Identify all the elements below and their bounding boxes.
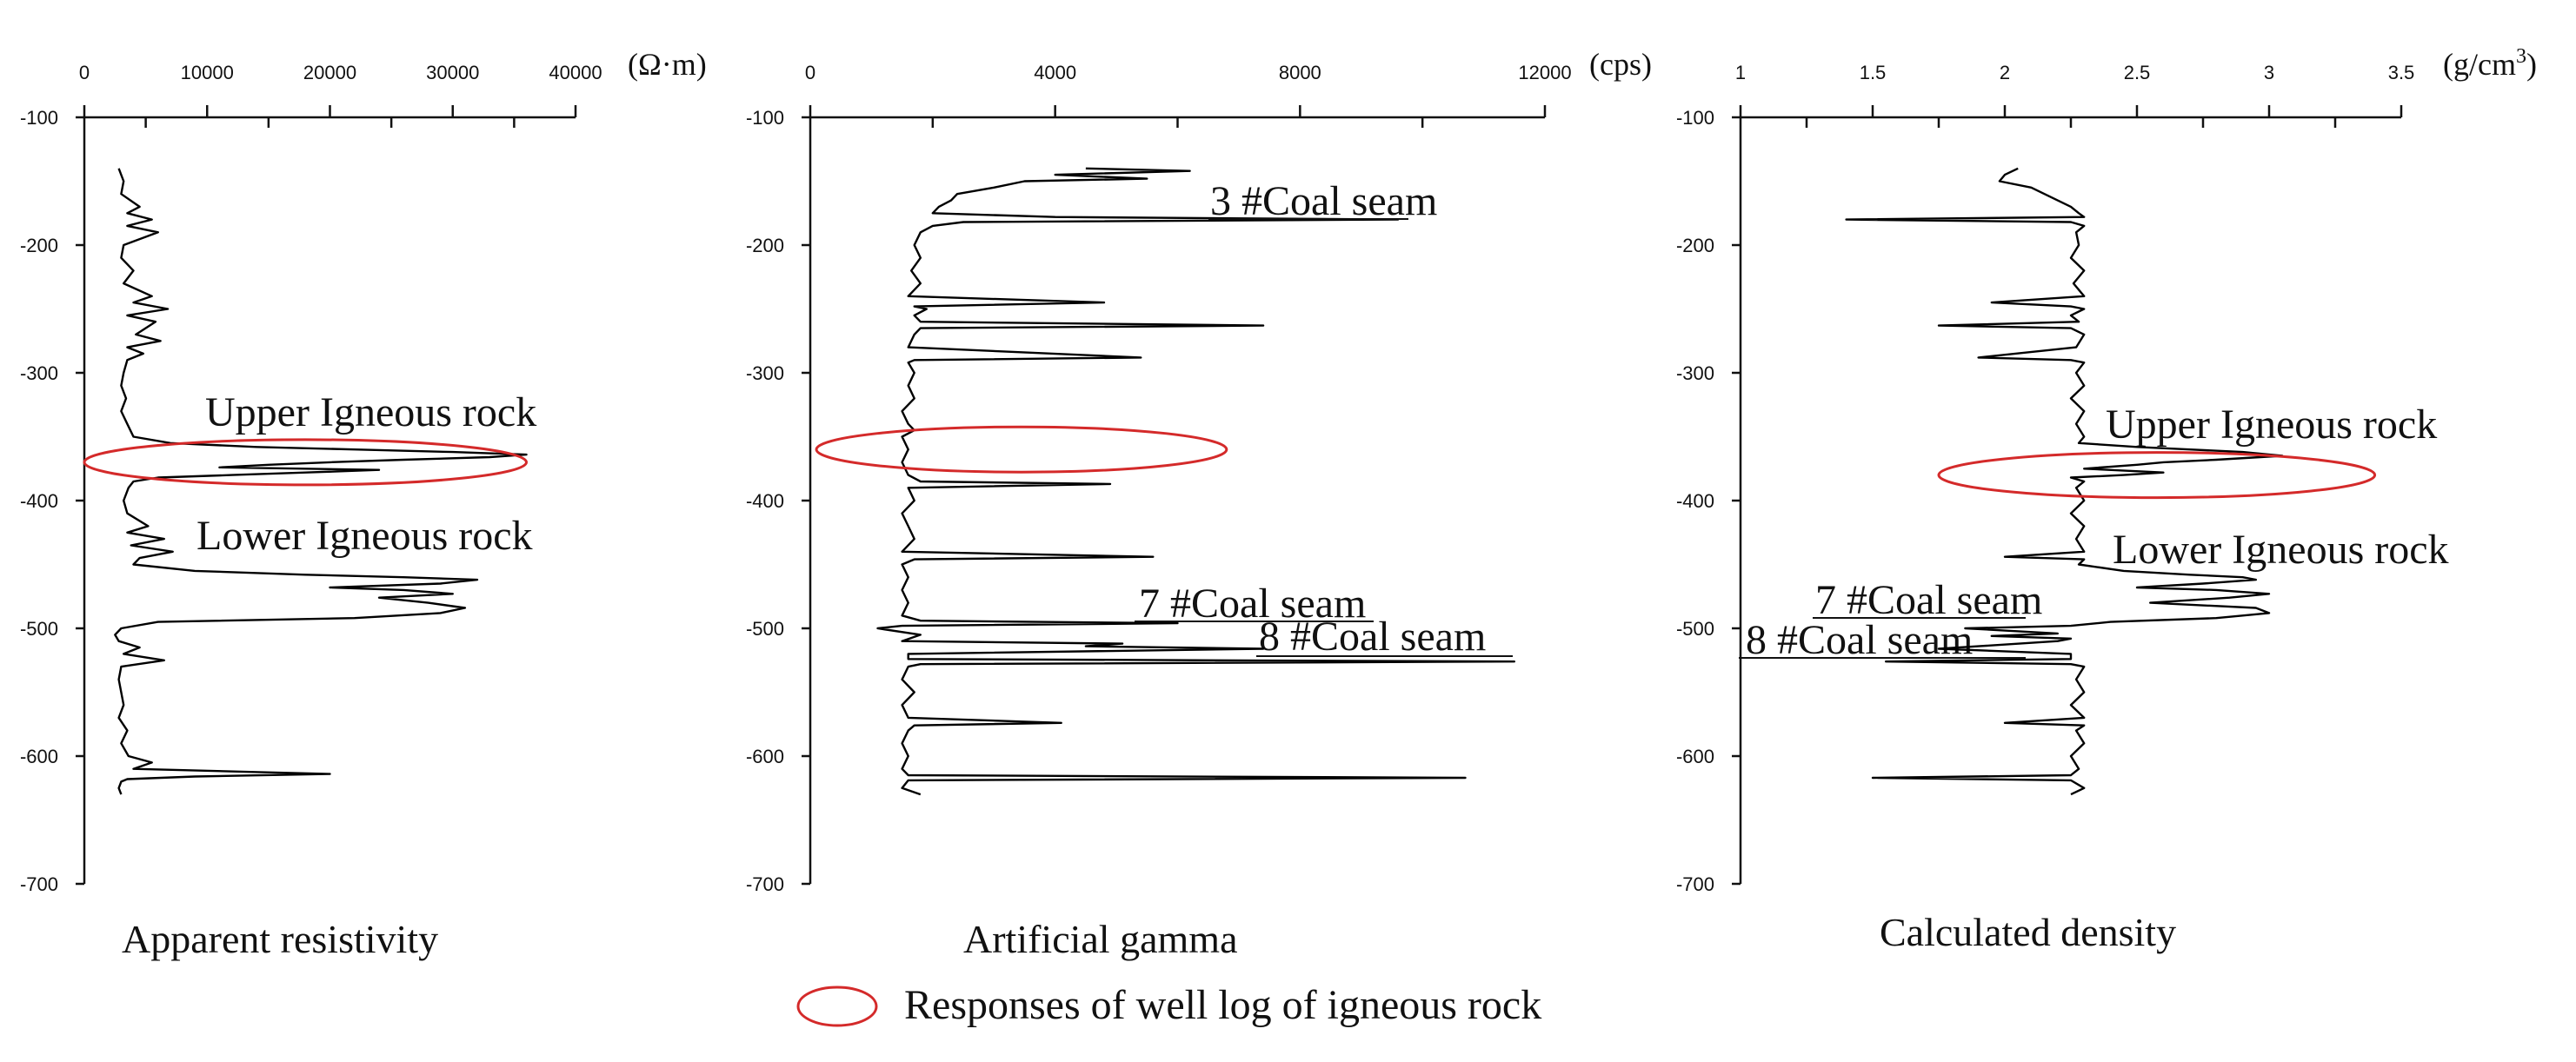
y-tick-label: -100 <box>20 107 58 129</box>
resistivity-lower-igneous-label: Lower Igneous rock <box>196 513 533 559</box>
y-tick-label: -200 <box>1676 235 1714 256</box>
y-tick-label: -200 <box>20 235 58 256</box>
density-unit-close: ) <box>2526 47 2537 82</box>
y-tick-label: -400 <box>1676 490 1714 512</box>
density-coal-seam-7-label: 7 #Coal seam <box>1815 577 2042 623</box>
x-tick-label: 0 <box>79 62 90 83</box>
y-tick-label: -300 <box>20 362 58 384</box>
resistivity-axes: 0 10000 20000 30000 40000 -100 -200 -300 -400 -50… <box>20 62 602 895</box>
x-tick-label: 4000 <box>1034 62 1076 83</box>
density-upper-igneous-label: Upper Igneous rock <box>2106 402 2437 448</box>
x-tick-label: 1 <box>1735 62 1746 83</box>
y-tick-label: -100 <box>1676 107 1714 129</box>
panel-artificial-gamma: (cps) Artificial gamma 3 #Coal seam 7 #C… <box>746 47 1652 961</box>
x-tick-label: 20000 <box>303 62 356 83</box>
panel-apparent-resistivity: (Ω·m) Apparent resistivity Upper Igneous… <box>20 47 707 961</box>
gamma-coal-seam-7-label: 7 #Coal seam <box>1139 581 1366 627</box>
density-lower-igneous-label: Lower Igneous rock <box>2113 527 2449 573</box>
gamma-axes: 0 4000 8000 12000 -100 -200 -300 -400 -500 -600 -7… <box>746 62 1572 895</box>
x-tick-label: 2 <box>2000 62 2010 83</box>
density-panel-title: Calculated density <box>1880 910 2176 954</box>
x-tick-label: 12000 <box>1518 62 1571 83</box>
gamma-unit-label: (cps) <box>1589 47 1652 82</box>
y-tick-label: -100 <box>746 107 784 129</box>
gamma-coal-seam-3-label: 3 #Coal seam <box>1210 178 1437 224</box>
density-coal-seam-8-label: 8 #Coal seam <box>1746 617 1973 663</box>
y-tick-label: -300 <box>746 362 784 384</box>
annotation-leader-lines <box>1135 218 2026 659</box>
y-tick-label: -700 <box>1676 873 1714 895</box>
density-unit-exponent: 3 <box>2516 45 2526 68</box>
resistivity-upper-igneous-label: Upper Igneous rock <box>205 389 536 435</box>
y-tick-label: -600 <box>746 746 784 767</box>
panel-calculated-density: (g/cm3) Calculated density Upper Igneous… <box>1676 45 2537 954</box>
resistivity-unit-label: (Ω·m) <box>628 47 707 82</box>
y-tick-label: -500 <box>1676 618 1714 640</box>
legend-ellipse-icon <box>796 986 878 1027</box>
x-tick-label: 1.5 <box>1860 62 1887 83</box>
density-log-curve <box>1845 167 2284 796</box>
resistivity-log-curve <box>114 168 528 795</box>
y-tick-label: -700 <box>20 873 58 895</box>
resistivity-panel-title: Apparent resistivity <box>122 917 438 961</box>
legend-label: Responses of well log of igneous rock <box>904 982 1541 1028</box>
y-tick-label: -500 <box>20 618 58 640</box>
legend: Responses of well log of igneous rock <box>796 982 1541 1028</box>
x-tick-label: 30000 <box>426 62 479 83</box>
y-tick-label: -700 <box>746 873 784 895</box>
resistivity-igneous-highlight <box>83 438 528 487</box>
gamma-igneous-highlight <box>815 425 1228 474</box>
y-tick-label: -600 <box>1676 746 1714 767</box>
gamma-log-curve <box>876 167 1515 796</box>
x-tick-label: 8000 <box>1279 62 1321 83</box>
x-tick-label: 3.5 <box>2388 62 2415 83</box>
x-tick-label: 2.5 <box>2124 62 2151 83</box>
y-tick-label: -300 <box>1676 362 1714 384</box>
density-igneous-highlight <box>1937 451 2377 500</box>
y-tick-label: -500 <box>746 618 784 640</box>
x-tick-label: 0 <box>805 62 815 83</box>
density-unit-label: (g/cm3) <box>2443 45 2537 82</box>
x-tick-label: 10000 <box>181 62 234 83</box>
x-tick-label: 40000 <box>549 62 602 83</box>
gamma-panel-title: Artificial gamma <box>963 917 1238 961</box>
density-unit-base: (g/cm <box>2443 47 2516 82</box>
y-tick-label: -200 <box>746 235 784 256</box>
gamma-coal-seam-8-label: 8 #Coal seam <box>1259 614 1486 660</box>
y-tick-label: -600 <box>20 746 58 767</box>
y-tick-label: -400 <box>20 490 58 512</box>
y-tick-label: -400 <box>746 490 784 512</box>
x-tick-label: 3 <box>2264 62 2274 83</box>
density-axes: 1 1.5 2 2.5 3 3.5 -100 -200 -300 -400 -500 -600 -700 <box>1676 62 2414 895</box>
